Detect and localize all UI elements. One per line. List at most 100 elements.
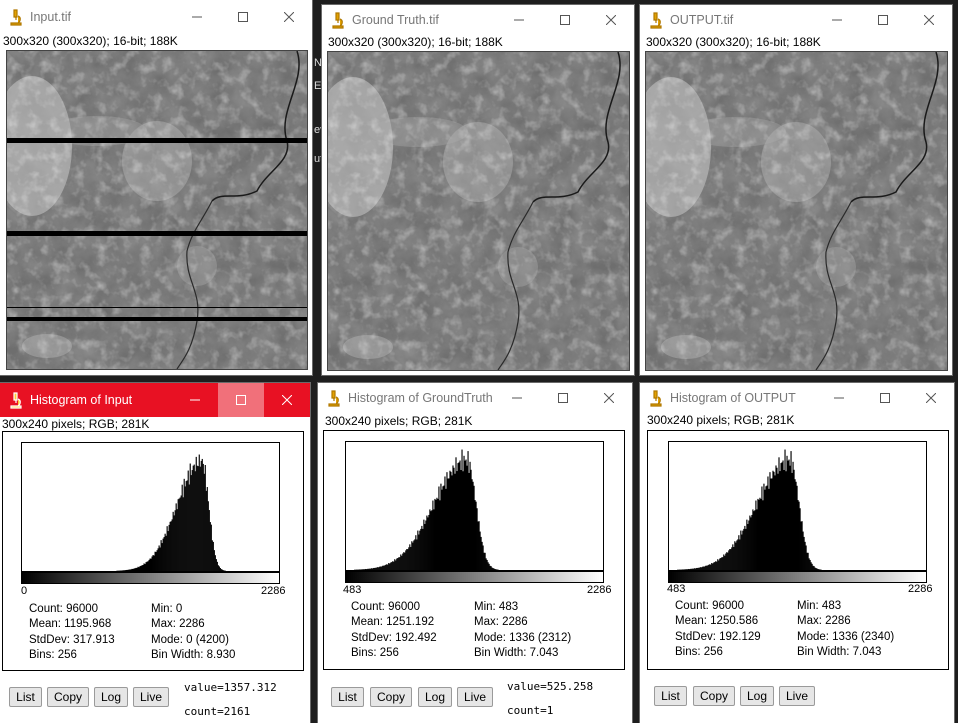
stat-mode: Mode: 0 (4200) — [151, 633, 229, 646]
maximize-button[interactable] — [540, 383, 586, 413]
histogram-bin — [805, 545, 807, 570]
copy-button[interactable]: Copy — [47, 687, 89, 707]
histogram-bin — [722, 557, 724, 570]
histogram-bin — [817, 569, 819, 570]
histogram-info: 300x240 pixels; RGB; 281K — [647, 413, 795, 427]
histogram-bin — [120, 570, 122, 571]
minimize-button[interactable] — [494, 383, 540, 413]
maximize-button[interactable] — [542, 5, 588, 35]
title-bar[interactable]: Ground Truth.tif — [322, 5, 634, 35]
histogram-bin — [370, 568, 372, 570]
live-button[interactable]: Live — [779, 686, 815, 706]
close-icon — [926, 393, 936, 403]
histogram-bin — [790, 451, 792, 570]
histogram-bin — [757, 498, 759, 570]
close-button[interactable] — [588, 5, 634, 35]
histogram-bin — [424, 523, 426, 570]
histogram-plot[interactable] — [345, 441, 604, 571]
histogram-bin — [182, 497, 184, 571]
live-button[interactable]: Live — [133, 687, 169, 707]
histogram-bin — [193, 464, 195, 571]
histogram-bin — [480, 536, 482, 570]
histogram-bin — [698, 567, 700, 570]
minimize-button[interactable] — [816, 383, 862, 413]
histogram-bin — [451, 475, 453, 570]
grayscale-ramp — [21, 572, 280, 584]
histogram-bin — [744, 525, 746, 570]
histogram-bin — [726, 552, 728, 570]
histogram-bin — [717, 559, 719, 570]
histogram-bin — [724, 555, 726, 570]
minimize-button[interactable] — [814, 5, 860, 35]
title-bar[interactable]: OUTPUT.tif — [640, 5, 952, 35]
histogram-bin — [784, 449, 786, 570]
histogram-output-window[interactable]: Histogram of OUTPUT 300x240 pixels; RGB;… — [640, 383, 954, 723]
histogram-groundtruth-window[interactable]: Histogram of GroundTruth 300x240 pixels;… — [318, 383, 632, 723]
maximize-button[interactable] — [218, 383, 264, 417]
title-bar[interactable]: Histogram of Input — [0, 383, 310, 417]
histogram-bin — [462, 471, 464, 570]
close-button[interactable] — [906, 5, 952, 35]
histogram-bin — [800, 521, 802, 570]
histogram-bin — [685, 569, 687, 570]
log-button[interactable]: Log — [418, 687, 452, 707]
title-bar[interactable]: Histogram of GroundTruth — [318, 383, 632, 413]
histogram-bin — [688, 568, 690, 570]
histogram-bin — [220, 569, 222, 571]
histogram-bin — [171, 519, 173, 571]
ground-truth-image-window[interactable]: Ground Truth.tif 300x320 (300x320); 16-b… — [322, 5, 634, 375]
copy-button[interactable]: Copy — [693, 686, 735, 706]
list-button[interactable]: List — [331, 687, 364, 707]
log-button[interactable]: Log — [740, 686, 774, 706]
close-button[interactable] — [266, 0, 312, 34]
copy-button[interactable]: Copy — [370, 687, 412, 707]
minimize-button[interactable] — [172, 383, 218, 417]
stat-stddev: StdDev: 317.913 — [29, 633, 115, 646]
maximize-button[interactable] — [220, 0, 266, 34]
minimize-button[interactable] — [174, 0, 220, 34]
histogram-bin — [778, 457, 780, 570]
list-button[interactable]: List — [654, 686, 687, 706]
histogram-bin — [380, 566, 382, 570]
close-button[interactable] — [264, 383, 310, 417]
histogram-bin — [819, 569, 821, 570]
stat-binwidth: Bin Width: 8.930 — [151, 648, 236, 661]
histogram-bin — [169, 521, 171, 571]
histogram-bin — [809, 559, 811, 570]
histogram-plot[interactable] — [21, 442, 280, 572]
histogram-plot[interactable] — [668, 441, 927, 571]
stat-stddev: StdDev: 192.129 — [675, 630, 761, 643]
axis-min-label: 0 — [21, 585, 28, 597]
maximize-button[interactable] — [860, 5, 906, 35]
histogram-bin — [221, 569, 223, 571]
log-button[interactable]: Log — [94, 687, 128, 707]
histogram-bin — [205, 490, 207, 571]
histogram-bin — [170, 521, 172, 571]
histogram-bin — [152, 555, 154, 571]
histogram-bin — [177, 499, 179, 571]
image-canvas[interactable] — [327, 51, 630, 371]
image-canvas[interactable] — [6, 50, 308, 370]
histogram-bin — [808, 558, 810, 570]
live-button[interactable]: Live — [457, 687, 493, 707]
title-bar[interactable]: Input.tif — [0, 0, 312, 34]
histogram-bin — [176, 509, 178, 571]
close-button[interactable] — [908, 383, 954, 413]
list-button[interactable]: List — [9, 687, 42, 707]
histogram-bin — [191, 470, 193, 571]
histogram-input-window[interactable]: Histogram of Input 300x240 pixels; RGB; … — [0, 383, 310, 723]
axis-max-label: 2286 — [908, 583, 933, 595]
output-image-window[interactable]: OUTPUT.tif 300x320 (300x320); 16-bit; 18… — [640, 5, 952, 375]
histogram-bin — [140, 565, 142, 571]
title-bar[interactable]: Histogram of OUTPUT — [640, 383, 954, 413]
histogram-bin — [756, 509, 758, 570]
input-image-window[interactable]: Input.tif 300x320 (300x320); 16-bit; 188… — [0, 0, 312, 375]
histogram-bin — [780, 463, 782, 570]
maximize-button[interactable] — [862, 383, 908, 413]
histogram-bin — [471, 479, 473, 570]
image-canvas[interactable] — [645, 51, 948, 371]
histogram-bin — [472, 481, 474, 570]
close-button[interactable] — [586, 383, 632, 413]
minimize-button[interactable] — [496, 5, 542, 35]
histogram-bin — [705, 565, 707, 570]
